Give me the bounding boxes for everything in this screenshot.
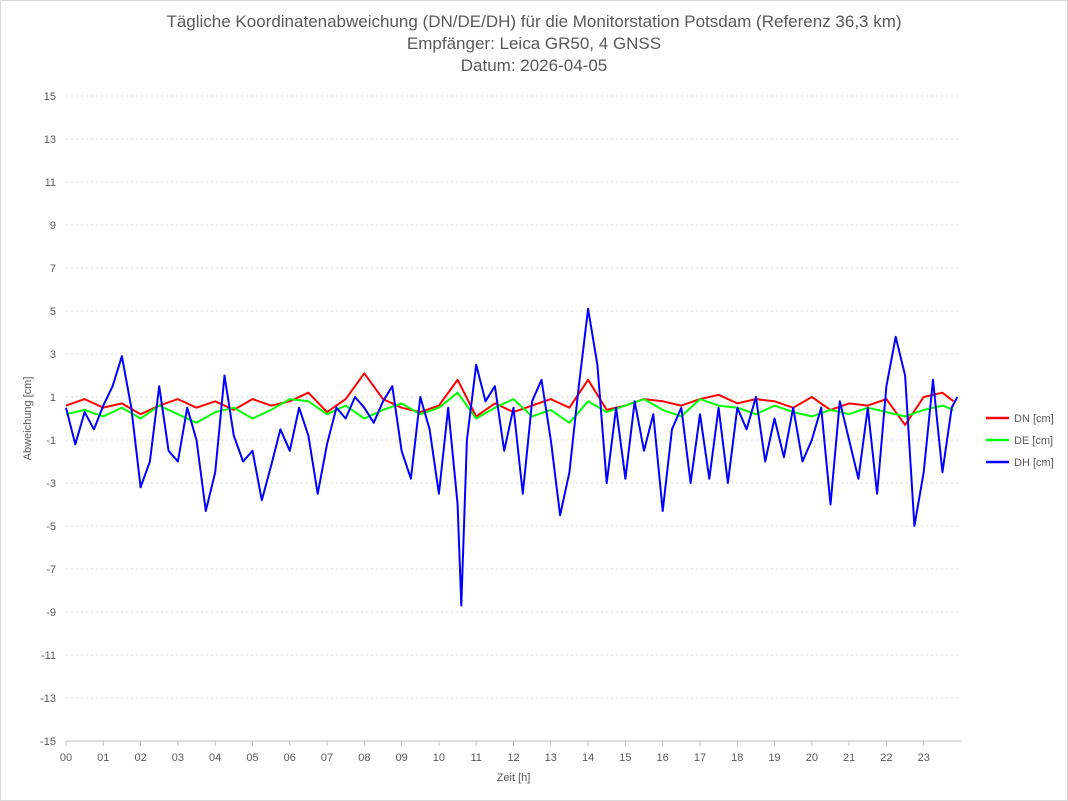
y-tick-label: 13 — [44, 134, 56, 146]
x-tick-label: 13 — [545, 752, 557, 764]
x-tick-label: 01 — [97, 752, 109, 764]
series-line-0 — [65, 372, 955, 426]
y-tick-label: 3 — [50, 349, 56, 361]
x-tick-label: 17 — [694, 752, 706, 764]
x-tick-label: 06 — [284, 752, 296, 764]
chart-title-line-2: Empfänger: Leica GR50, 4 GNSS — [406, 34, 662, 53]
x-tick-label: 12 — [507, 752, 519, 764]
y-tick-label: -5 — [46, 521, 56, 533]
legend-label: DN [cm] — [1014, 413, 1054, 425]
x-tick-label: 15 — [619, 752, 631, 764]
legend-label: DH [cm] — [1014, 457, 1054, 469]
x-tick-label: 10 — [433, 752, 445, 764]
x-tick-label: 14 — [582, 752, 594, 764]
x-tick-label: 16 — [657, 752, 669, 764]
y-tick-label: -3 — [46, 478, 56, 490]
x-axis-ticks: 00 01 02 03 04 05 06 07 08 09 10 11 12 13 14 15 16 17 18 19… — [60, 741, 930, 764]
x-tick-label: 02 — [134, 752, 146, 764]
y-tick-label: 11 — [45, 177, 56, 189]
x-tick-label: 04 — [209, 752, 221, 764]
y-axis-ticks: 15 13 11 9 7 5 3 1 -1 -3 -5 -7 -9 -11 -13 -15 — [40, 91, 56, 748]
y-tick-label: -1 — [46, 435, 56, 447]
x-tick-label: 09 — [396, 752, 408, 764]
legend-label: DE [cm] — [1014, 435, 1053, 447]
y-tick-label: -7 — [46, 564, 56, 576]
x-tick-label: 19 — [768, 752, 780, 764]
series-line-2 — [65, 307, 959, 607]
x-tick-label: 22 — [880, 752, 892, 764]
chart-title: Tägliche Koordinatenabweichung (DN/DE/DH… — [1, 11, 1067, 77]
y-tick-label: 15 — [44, 91, 56, 103]
y-axis-label: Abweichung [cm] — [22, 377, 34, 461]
chart-title-line-3: Datum: 2026-04-05 — [460, 56, 608, 75]
x-tick-label: 18 — [731, 752, 743, 764]
x-tick-label: 07 — [321, 752, 333, 764]
y-tick-label: 7 — [50, 263, 56, 275]
series-line-1 — [65, 391, 954, 424]
x-axis-label: Zeit [h] — [497, 772, 531, 784]
series-group — [65, 307, 959, 607]
y-tick-label: 1 — [50, 392, 56, 404]
x-tick-label: 00 — [60, 752, 72, 764]
legend: DN [cm] DE [cm] DH [cm] — [986, 413, 1054, 469]
y-tick-label: 9 — [50, 220, 56, 232]
y-tick-label: -11 — [41, 650, 56, 662]
y-tick-label: -15 — [40, 736, 56, 748]
x-tick-label: 23 — [918, 752, 930, 764]
y-tick-label: -9 — [46, 607, 56, 619]
y-tick-label: -13 — [40, 693, 56, 705]
x-tick-label: 03 — [172, 752, 184, 764]
y-tick-label: 5 — [50, 306, 56, 318]
x-tick-label: 08 — [358, 752, 370, 764]
x-tick-label: 11 — [470, 752, 481, 764]
grid-lines — [66, 95, 961, 742]
x-tick-label: 21 — [843, 752, 855, 764]
chart-title-line-1: Tägliche Koordinatenabweichung (DN/DE/DH… — [166, 12, 902, 31]
x-tick-label: 05 — [246, 752, 258, 764]
x-tick-label: 20 — [806, 752, 818, 764]
